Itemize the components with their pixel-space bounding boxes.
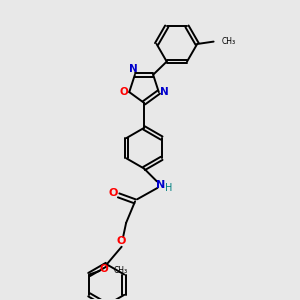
Text: CH₃: CH₃ bbox=[114, 266, 128, 274]
Text: O: O bbox=[109, 188, 118, 198]
Text: O: O bbox=[117, 236, 126, 246]
Text: H: H bbox=[165, 183, 172, 193]
Text: N: N bbox=[160, 87, 169, 97]
Text: O: O bbox=[119, 87, 128, 97]
Text: CH₃: CH₃ bbox=[222, 37, 236, 46]
Text: N: N bbox=[156, 180, 165, 190]
Text: N: N bbox=[129, 64, 138, 74]
Text: O: O bbox=[100, 264, 108, 274]
